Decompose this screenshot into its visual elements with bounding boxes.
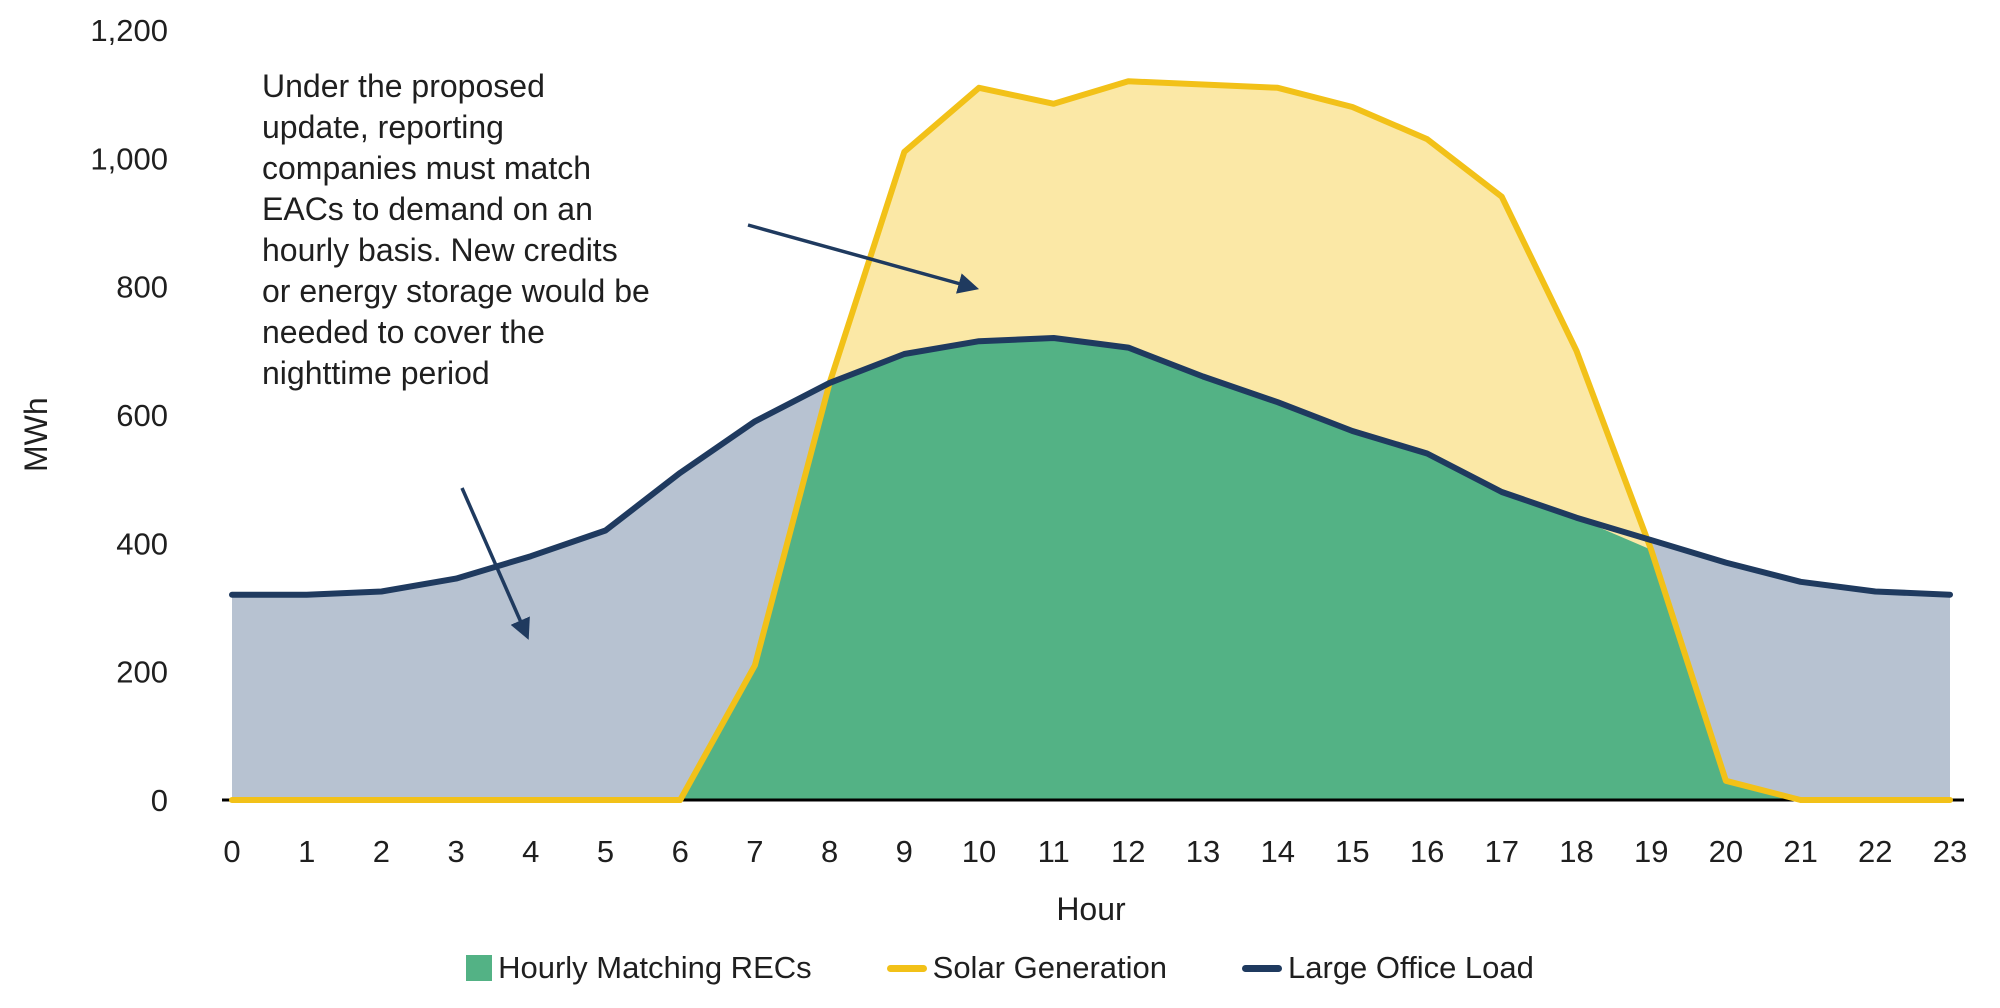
x-tick-label: 20 <box>1709 834 1743 869</box>
legend-label-load: Large Office Load <box>1288 950 1534 985</box>
x-tick-label: 19 <box>1634 834 1668 869</box>
x-tick-label: 17 <box>1485 834 1519 869</box>
recs-area <box>232 338 1950 800</box>
legend-swatch-solar-line-icon <box>886 964 927 972</box>
legend-item-large-office-load[interactable]: Large Office Load <box>1242 950 1534 986</box>
y-tick-label: 600 <box>116 398 168 433</box>
y-tick-label: 400 <box>116 526 168 561</box>
x-tick-label: 5 <box>597 834 614 869</box>
legend: Hourly Matching RECs Solar Generation La… <box>0 950 2000 986</box>
y-tick-label: 800 <box>116 270 168 305</box>
x-tick-label: 2 <box>373 834 390 869</box>
x-tick-label: 11 <box>1038 834 1070 869</box>
legend-swatch-square-icon <box>466 955 493 981</box>
x-axis-title: Hour <box>1056 891 1126 927</box>
x-tick-label: 13 <box>1186 834 1220 869</box>
annotation-arrow <box>460 487 530 640</box>
annotation-text: Under the proposed update, reporting com… <box>262 68 650 391</box>
x-tick-label: 9 <box>896 834 913 869</box>
x-tick-label: 6 <box>672 834 689 869</box>
x-tick-label: 16 <box>1410 834 1444 869</box>
x-tick-label: 7 <box>746 834 763 869</box>
x-tick-label: 12 <box>1111 834 1145 869</box>
x-tick-label: 1 <box>298 834 315 869</box>
solar-line <box>229 78 1953 803</box>
y-tick-label: 0 <box>151 783 168 818</box>
legend-swatch-load-line-icon <box>1242 964 1283 972</box>
y-tick-label: 1,200 <box>90 13 168 48</box>
x-tick-label: 10 <box>962 834 996 869</box>
y-tick-label: 1,000 <box>90 141 168 176</box>
y-axis-title: MWh <box>18 397 54 472</box>
legend-label-recs: Hourly Matching RECs <box>498 950 812 985</box>
x-tick-label: 15 <box>1335 834 1369 869</box>
legend-item-solar-generation[interactable]: Solar Generation <box>886 950 1168 986</box>
x-tick-label: 14 <box>1260 834 1294 869</box>
y-tick-label: 200 <box>116 655 168 690</box>
x-tick-label: 18 <box>1559 834 1593 869</box>
x-tick-label: 8 <box>821 834 838 869</box>
annotation-arrow <box>747 223 980 294</box>
legend-item-hourly-matching-recs[interactable]: Hourly Matching RECs <box>466 950 812 986</box>
legend-label-solar: Solar Generation <box>932 950 1168 985</box>
load-line <box>229 335 1953 598</box>
x-tick-label: 22 <box>1858 834 1892 869</box>
x-tick-label: 23 <box>1933 834 1967 869</box>
x-tick-label: 3 <box>447 834 464 869</box>
x-tick-label: 21 <box>1783 834 1817 869</box>
x-tick-label: 4 <box>522 834 539 869</box>
x-tick-label: 0 <box>223 834 240 869</box>
